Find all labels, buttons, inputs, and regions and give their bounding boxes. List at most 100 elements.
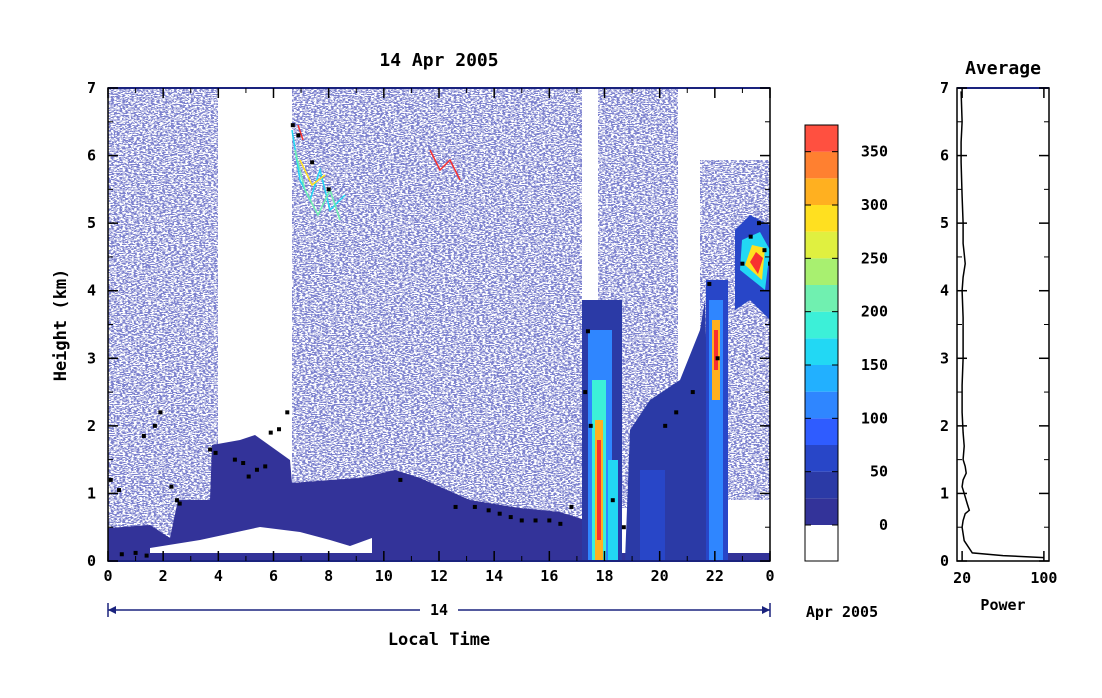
colorbar-swatch [805, 311, 838, 339]
boundary-point [533, 518, 538, 523]
heatmap-panel: 14 Apr 2005 [51, 50, 878, 650]
colorbar-tick-label: 200 [861, 303, 888, 321]
boundary-point [285, 410, 290, 415]
boundary-point [583, 390, 588, 395]
boundary-point [588, 423, 593, 428]
colorbar-tick-label: 350 [861, 143, 888, 161]
y-tick-label: 2 [87, 417, 96, 435]
x-axis-label: Local Time [388, 630, 490, 650]
colorbar-swatch [805, 285, 838, 312]
boundary-point [740, 261, 745, 266]
x-tick-label: 4 [214, 567, 223, 585]
x-tick-label: 22 [706, 567, 724, 585]
boundary-point [508, 515, 513, 520]
scatter-echoes [291, 124, 461, 221]
boundary-point [263, 464, 268, 469]
average-title: Average [965, 58, 1041, 79]
boundary-point [117, 488, 122, 493]
boundary-point [246, 474, 251, 479]
x-tick-label: 2 [159, 567, 168, 585]
boundary-point [762, 248, 767, 253]
boundary-point [453, 504, 458, 509]
boundary-point [169, 484, 174, 489]
avg-y-tick-label: 6 [940, 147, 949, 165]
colorbar-tick-label: 250 [861, 249, 888, 267]
avg-x-tick-label: 100 [1030, 569, 1057, 587]
boundary-point [768, 261, 770, 266]
x-tick-label: 14 [485, 567, 503, 585]
colorbar-swatch [805, 471, 838, 499]
boundary-point [213, 450, 218, 455]
day-bar: 14 [107, 601, 771, 619]
y-tick-label: 3 [87, 349, 96, 367]
avg-y-tick-label: 2 [940, 417, 949, 435]
boundary-points [108, 123, 770, 558]
colorbar-tick-label: 150 [861, 356, 888, 374]
y-axis-label: Height (km) [51, 269, 71, 382]
boundary-point [486, 508, 491, 513]
avg-y-tick-label: 5 [940, 214, 949, 232]
low-layer [108, 435, 600, 561]
boundary-point [174, 498, 179, 503]
colorbar-swatch [805, 498, 838, 525]
colorbar-tick-label: 0 [879, 516, 888, 534]
y-tick-label: 4 [87, 282, 96, 300]
colorbar: 0 50 100 150 200 250 300 350 [804, 124, 888, 562]
average-panel: Average 0 1 2 3 4 5 6 7 20 100 Power [940, 58, 1057, 614]
cloud-17-18 [582, 300, 622, 561]
x-tick-label: 0 [765, 567, 774, 585]
boundary-point [715, 356, 720, 361]
heatmap-plot-area [108, 88, 770, 561]
boundary-point [472, 504, 477, 509]
boundary-point [621, 525, 626, 530]
boundary-point [141, 433, 146, 438]
boundary-point [756, 221, 761, 226]
colorbar-swatch [805, 525, 838, 561]
chart-title: 14 Apr 2005 [379, 50, 498, 71]
y-tick-label: 5 [87, 214, 96, 232]
low-layer-gap [150, 527, 372, 561]
cloud-23-24 [735, 215, 770, 320]
y-tick-label: 7 [87, 79, 96, 97]
boundary-point [133, 550, 138, 555]
avg-y-tick-label: 4 [940, 282, 949, 300]
colorbar-swatch [805, 338, 838, 365]
avg-y-tick-label: 1 [940, 484, 949, 502]
avg-y-tick-label: 7 [940, 79, 949, 97]
x-tick-label: 16 [540, 567, 558, 585]
boundary-point [663, 423, 668, 428]
x-tick-label: 10 [375, 567, 393, 585]
avg-y-tick-label: 0 [940, 552, 949, 570]
colorbar-swatches [805, 125, 838, 561]
date-label: Apr 2005 [806, 603, 878, 621]
x-tick-label: 12 [430, 567, 448, 585]
colorbar-swatch [805, 365, 838, 392]
avg-x-tick-label: 20 [953, 569, 971, 587]
colorbar-swatch [805, 178, 838, 205]
boundary-point [268, 430, 273, 435]
boundary-point [497, 511, 502, 516]
colorbar-swatch [805, 205, 838, 232]
boundary-point [569, 504, 574, 509]
average-profile-line [960, 91, 1044, 559]
colorbar-swatch [805, 445, 838, 472]
boundary-point [610, 498, 615, 503]
colorbar-swatch [805, 231, 838, 259]
x-tick-label: 6 [269, 567, 278, 585]
boundary-point [707, 281, 712, 286]
boundary-point [277, 427, 282, 432]
boundary-point [585, 329, 590, 334]
y-tick-label: 0 [87, 552, 96, 570]
boundary-point [674, 410, 679, 415]
cloud-22 [706, 280, 728, 561]
boundary-point [119, 552, 124, 557]
noise-field-a [108, 88, 218, 538]
colorbar-tick-label: 50 [870, 463, 888, 481]
boundary-point [748, 234, 753, 239]
average-x-label: Power [980, 596, 1025, 614]
boundary-point [177, 501, 182, 506]
average-frame [956, 87, 1050, 562]
x-tick-label: 20 [651, 567, 669, 585]
noise-field-b [292, 88, 582, 528]
